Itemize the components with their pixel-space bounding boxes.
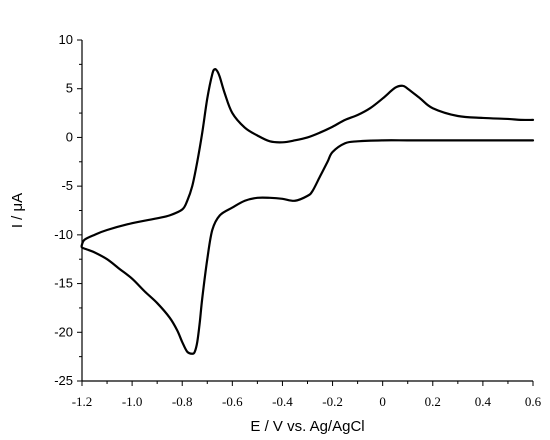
y-tick-label: -15 bbox=[54, 276, 73, 291]
y-tick-label: 10 bbox=[59, 32, 73, 47]
x-tick-label: -1.2 bbox=[72, 394, 93, 409]
x-tick-label: -0.6 bbox=[222, 394, 243, 409]
y-tick-label: 0 bbox=[66, 129, 73, 144]
y-tick-label: -10 bbox=[54, 227, 73, 242]
x-axis-ticks: -1.2 -1.0 -0.8 -0.6 -0.4 -0.2 0 0.2 0.4 0.6 bbox=[72, 381, 542, 409]
y-tick-label: 5 bbox=[66, 81, 73, 96]
y-tick-label: -5 bbox=[61, 178, 73, 193]
x-tick-label: -0.8 bbox=[172, 394, 193, 409]
x-tick-label: -0.4 bbox=[272, 394, 293, 409]
x-axis-label: E / V vs. Ag/AgCl bbox=[250, 418, 364, 435]
cv-curve bbox=[80, 68, 535, 355]
y-tick-label: -25 bbox=[54, 373, 73, 388]
y-tick-label: -20 bbox=[54, 324, 73, 339]
y-axis-ticks: 10 5 0 -5 -10 -15 -20 -25 bbox=[54, 32, 82, 388]
x-tick-label: -1.0 bbox=[122, 394, 143, 409]
series-layer bbox=[80, 68, 535, 355]
x-tick-label: 0.2 bbox=[425, 394, 441, 409]
x-tick-label: 0.6 bbox=[525, 394, 542, 409]
x-tick-label: -0.2 bbox=[322, 394, 343, 409]
y-axis-label: I / μA bbox=[9, 193, 26, 228]
x-tick-label: 0.4 bbox=[475, 394, 492, 409]
x-tick-label: 0 bbox=[379, 394, 386, 409]
